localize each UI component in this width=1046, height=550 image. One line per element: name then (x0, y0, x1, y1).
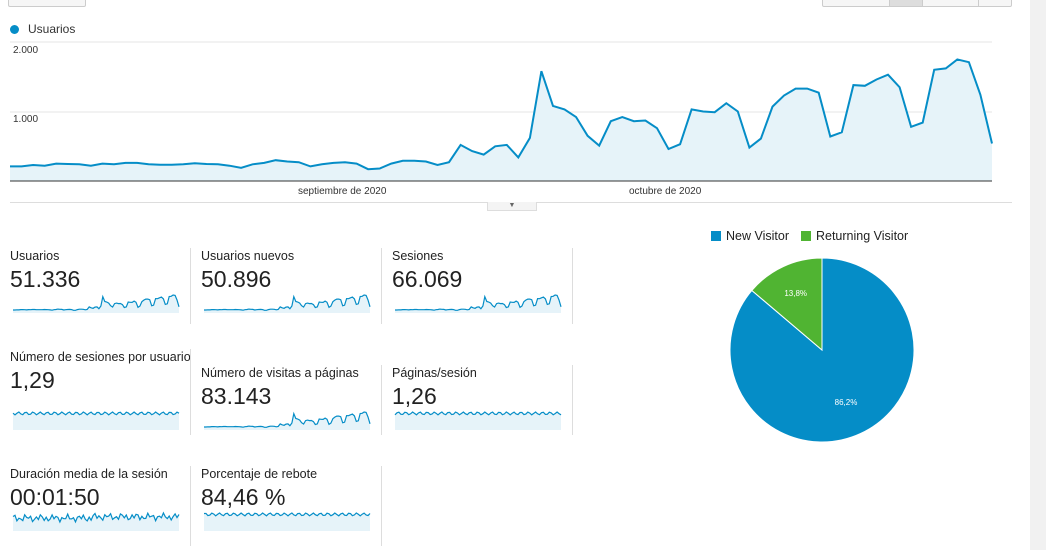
metric-divider (381, 365, 382, 435)
metric-divider (190, 248, 191, 324)
sparkline-line (12, 411, 180, 416)
area-fill (10, 59, 992, 181)
metric-value: 1,26 (392, 383, 437, 409)
metric-label: Páginas/sesión (392, 366, 477, 380)
metric-value: 1,29 (10, 367, 55, 393)
y-tick-label: 2.000 (13, 45, 39, 56)
collapse-toggle[interactable]: ▼ (487, 202, 537, 211)
sparkline-fill (395, 295, 561, 313)
metric-label: Sesiones (392, 249, 444, 263)
sparkline (204, 294, 371, 313)
metric-usuarios-nuevos[interactable]: Usuarios nuevos 50.896 (201, 249, 382, 313)
metric-sesiones[interactable]: Sesiones 66.069 (392, 249, 573, 313)
metric-label: Duración media de la sesión (10, 467, 168, 481)
sparkline-line (394, 411, 562, 416)
metric-label: Usuarios (10, 249, 60, 263)
sparkline (394, 411, 562, 430)
toggle-segment-active[interactable] (890, 0, 923, 6)
metric-value: 66.069 (392, 266, 463, 292)
sparkline-line (13, 294, 180, 311)
sparkline (12, 411, 180, 430)
legend-swatch-icon (800, 231, 811, 241)
metric-divider (572, 248, 573, 324)
sparkline (204, 411, 371, 430)
sparkline (13, 294, 180, 313)
x-tick-label: octubre de 2020 (629, 186, 702, 197)
sparkline-line (204, 512, 371, 517)
metric-divider (381, 466, 382, 546)
sparkline-fill (13, 513, 179, 531)
sparkline (204, 512, 371, 531)
metric-sesiones-por-usuario[interactable]: Número de sesiones por usuario 1,29 (10, 350, 191, 430)
sparkline-fill (204, 295, 370, 313)
metric-label: Porcentaje de rebote (201, 467, 318, 481)
metric-value: 00:01:50 (10, 484, 100, 510)
legend-label: Usuarios (28, 22, 76, 36)
legend-label-returning-visitor: Returning Visitor (815, 229, 909, 243)
chart-type-toggle[interactable] (822, 0, 1012, 7)
sparkline-fill (13, 412, 179, 430)
period-button[interactable] (8, 0, 86, 7)
sparkline (12, 511, 180, 531)
metric-divider (381, 248, 382, 324)
metric-value: 50.896 (201, 266, 272, 292)
line-chart[interactable] (0, 40, 1000, 190)
sparkline-line (395, 294, 562, 311)
series-dot-icon (10, 24, 19, 34)
legend-swatch-icon (711, 231, 721, 241)
legend-label-new-visitor: New Visitor (726, 229, 789, 243)
sparkline-fill (395, 412, 561, 430)
metric-label: Número de sesiones por usuario (10, 350, 191, 364)
sparkline-line (204, 411, 371, 428)
sparkline-line (204, 294, 371, 311)
pie-chart[interactable]: 86,2% 13,8% (720, 252, 925, 457)
x-tick-label: septiembre de 2020 (298, 186, 387, 197)
y-tick-label: 1.000 (13, 114, 39, 125)
metric-usuarios[interactable]: Usuarios 51.336 (10, 249, 191, 313)
pie-data-label: 86,2% (835, 398, 858, 407)
metric-divider (190, 466, 191, 546)
sparkline-fill (204, 513, 370, 531)
toggle-segment[interactable] (823, 0, 890, 6)
metric-value: 51.336 (10, 266, 81, 292)
metric-paginas-sesion[interactable]: Páginas/sesión 1,26 (392, 366, 573, 430)
chevron-down-icon: ▼ (508, 202, 516, 209)
metric-duracion-media[interactable]: Duración media de la sesión 00:01:50 (10, 467, 191, 531)
metric-value: 84,46 % (201, 484, 286, 510)
pie-legend[interactable]: New Visitor Returning Visitor (711, 229, 908, 243)
pie-slice-returning-visitor[interactable] (751, 257, 823, 352)
sparkline-line (12, 511, 180, 524)
metric-visitas-paginas[interactable]: Número de visitas a páginas 83.143 (201, 366, 382, 430)
metric-porcentaje-rebote[interactable]: Porcentaje de rebote 84,46 % (201, 467, 382, 531)
metric-divider (190, 349, 191, 435)
metric-value: 83.143 (201, 383, 272, 409)
metric-label: Número de visitas a páginas (201, 366, 359, 380)
scrollbar[interactable] (1030, 0, 1046, 550)
metric-divider (572, 365, 573, 435)
metric-label: Usuarios nuevos (201, 249, 295, 263)
pie-slice-new-visitor[interactable] (729, 257, 915, 443)
chart-legend[interactable]: Usuarios (10, 22, 75, 36)
sparkline-fill (13, 295, 179, 313)
series-line (10, 58, 993, 171)
sparkline-fill (204, 412, 370, 430)
toggle-segment[interactable] (979, 0, 1011, 6)
pie-data-label: 13,8% (784, 289, 807, 298)
sparkline (395, 294, 562, 313)
toggle-segment[interactable] (923, 0, 979, 6)
